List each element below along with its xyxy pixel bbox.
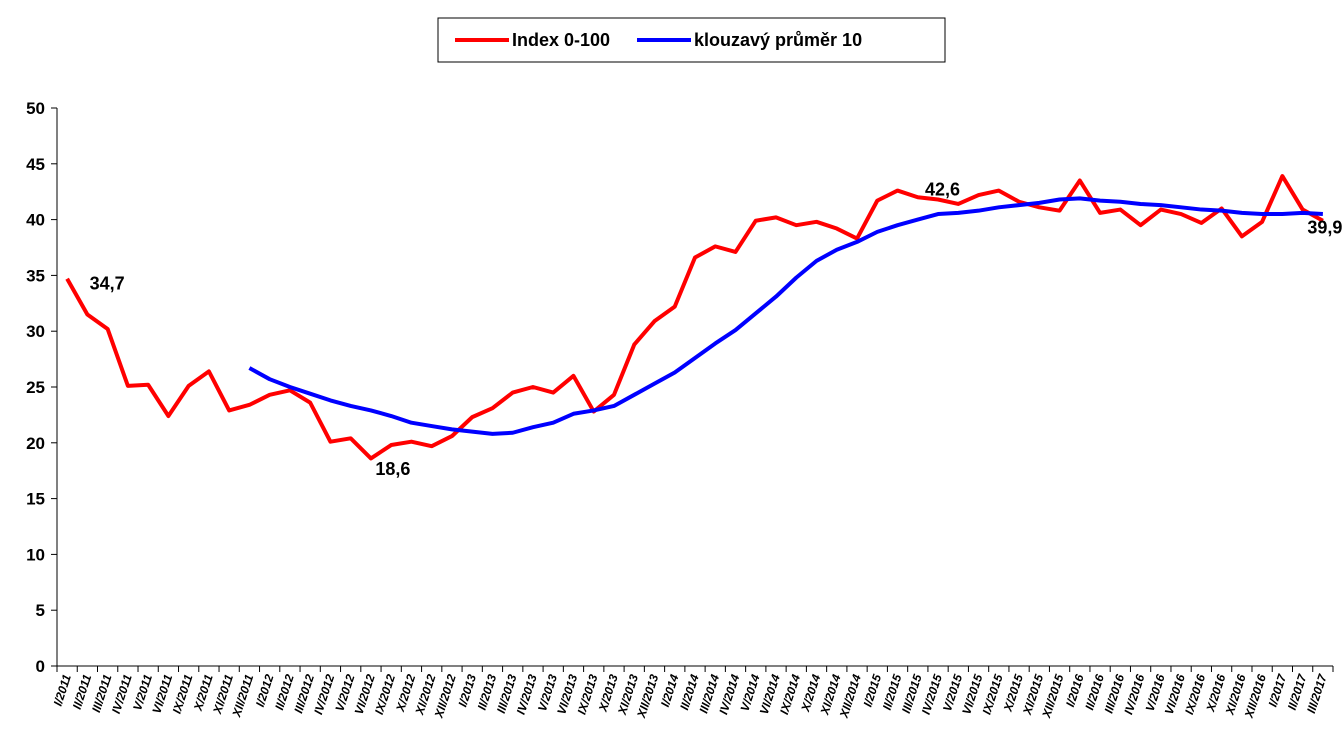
y-tick-label: 35: [26, 266, 45, 285]
series-line: [65, 174, 1324, 461]
data-label: 34,7: [90, 273, 125, 293]
legend-label: Index 0-100: [512, 30, 610, 50]
y-tick-label: 25: [26, 378, 45, 397]
y-tick-label: 40: [26, 211, 45, 230]
y-tick-label: 45: [26, 155, 45, 174]
y-tick-label: 20: [26, 434, 45, 453]
data-label: 42,6: [925, 179, 960, 199]
legend-label: klouzavý průměr 10: [694, 30, 862, 50]
y-tick-label: 15: [26, 490, 45, 509]
legend-box: [437, 17, 946, 63]
y-tick-label: 10: [26, 545, 45, 564]
y-tick-label: 30: [26, 322, 45, 341]
data-label: 39,9: [1307, 217, 1342, 237]
series-line: [248, 196, 1323, 436]
y-tick-label: 50: [26, 99, 45, 118]
data-label: 18,6: [375, 459, 410, 479]
y-tick-label: 5: [36, 601, 45, 620]
y-tick-label: 0: [36, 657, 45, 676]
